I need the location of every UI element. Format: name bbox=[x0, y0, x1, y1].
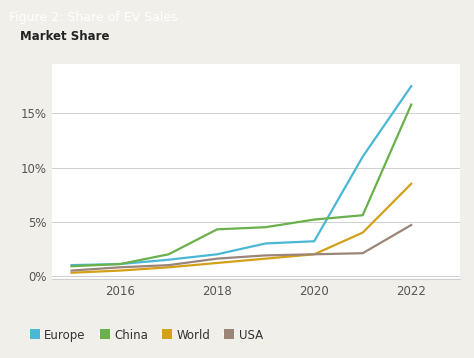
Text: Figure 2: Share of EV Sales: Figure 2: Share of EV Sales bbox=[9, 11, 177, 24]
Legend: Europe, China, World, USA: Europe, China, World, USA bbox=[26, 324, 267, 346]
Text: Market Share: Market Share bbox=[19, 30, 109, 43]
